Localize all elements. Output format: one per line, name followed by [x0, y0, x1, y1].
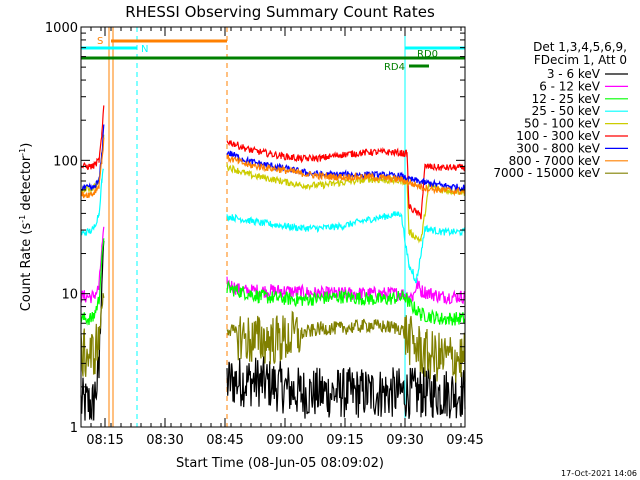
series-line-3 — [80, 238, 466, 326]
flag-label-rd0: RD0 — [417, 49, 438, 60]
x-axis-label: Start Time (08-Jun-05 08:09:02) — [176, 456, 384, 471]
legend-label-3: 12 - 25 keV — [532, 92, 601, 106]
y-axis-label: Count Rate (s-1 detector-1) — [18, 143, 34, 312]
series-line-9 — [80, 293, 466, 383]
legend-label-8: 800 - 7000 keV — [509, 154, 601, 168]
legend-label-7: 300 - 800 keV — [516, 141, 600, 155]
y-axis-label-part-3: ) — [19, 143, 34, 148]
legend-header-line-2: FDecim 1, Att 0 — [534, 53, 627, 67]
x-tick-label-2: 08:30 — [146, 433, 183, 448]
y-tick-label-1: 1 — [70, 421, 78, 436]
plot-area: S N RD0 RD4 — [80, 27, 466, 427]
y-axis-label-part-2: detector — [19, 155, 34, 215]
legend-label-9: 7000 - 15000 keV — [493, 166, 600, 180]
x-tick-label-7: 09:45 — [446, 433, 483, 448]
x-tick-label-5: 09:15 — [326, 433, 363, 448]
series-line-8 — [80, 137, 466, 199]
series-line-4 — [80, 168, 466, 284]
chart-title: RHESSI Observing Summary Count Rates — [125, 3, 435, 21]
x-tick-label-6: 09:30 — [386, 433, 423, 448]
axes: 1 10 100 1000 08:15 08:30 08:45 09:00 09:15 09:30… — [45, 21, 484, 448]
series-line-2 — [80, 226, 466, 305]
x-tick-label-1: 08:15 — [86, 433, 123, 448]
series-line-1 — [80, 240, 466, 421]
x-tick-label-4: 09:00 — [266, 433, 303, 448]
y-tick-label-4: 1000 — [45, 21, 78, 36]
footer-timestamp: 17-Oct-2021 14:06 — [561, 469, 637, 478]
y-axis-label-exp-2: -1 — [18, 148, 27, 156]
legend-label-2: 6 - 12 keV — [539, 79, 601, 93]
x-tick-label-3: 08:45 — [206, 433, 243, 448]
series-line-6 — [80, 105, 466, 220]
legend-label-1: 3 - 6 keV — [547, 67, 601, 81]
y-axis-label-exp-1: -1 — [18, 215, 27, 223]
flag-label-rd4: RD4 — [384, 62, 405, 73]
legend: Det 1,3,4,5,6,9, FDecim 1, Att 0 3 - 6 k… — [493, 40, 628, 180]
plot-frame — [80, 26, 466, 428]
legend-label-5: 50 - 100 keV — [524, 117, 601, 131]
flag-label-s: S — [97, 36, 103, 47]
legend-label-6: 100 - 300 keV — [516, 129, 600, 143]
series-line-7 — [80, 124, 466, 192]
y-axis-label-part-1: Count Rate (s — [19, 223, 34, 312]
y-tick-label-2: 10 — [61, 288, 78, 303]
y-tick-label-3: 100 — [53, 154, 78, 169]
legend-label-4: 25 - 50 keV — [532, 104, 601, 118]
flag-label-n: N — [141, 44, 148, 55]
legend-header-line-1: Det 1,3,4,5,6,9, — [533, 40, 627, 54]
